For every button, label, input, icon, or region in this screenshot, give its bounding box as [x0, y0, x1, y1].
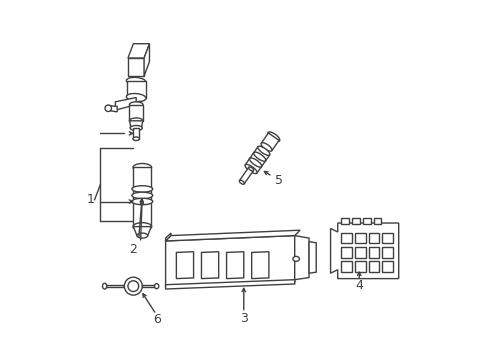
Polygon shape — [373, 218, 381, 224]
Polygon shape — [239, 167, 253, 184]
Polygon shape — [382, 261, 392, 272]
Polygon shape — [108, 105, 117, 112]
Ellipse shape — [130, 126, 142, 131]
Polygon shape — [354, 247, 365, 258]
Polygon shape — [251, 252, 268, 279]
Polygon shape — [244, 158, 261, 173]
Polygon shape — [368, 261, 379, 272]
Ellipse shape — [154, 284, 159, 289]
Polygon shape — [129, 105, 142, 121]
Polygon shape — [133, 128, 139, 139]
Polygon shape — [354, 261, 365, 272]
Ellipse shape — [102, 283, 106, 289]
Polygon shape — [104, 285, 124, 287]
Ellipse shape — [133, 163, 151, 171]
Text: 4: 4 — [355, 279, 363, 292]
Polygon shape — [382, 233, 392, 243]
Ellipse shape — [129, 118, 142, 124]
Ellipse shape — [137, 233, 147, 238]
Ellipse shape — [253, 152, 265, 161]
Text: 5: 5 — [274, 174, 282, 186]
Polygon shape — [261, 133, 279, 150]
Polygon shape — [382, 247, 392, 258]
Polygon shape — [368, 233, 379, 243]
Polygon shape — [165, 233, 171, 241]
Polygon shape — [330, 223, 398, 279]
Ellipse shape — [248, 167, 253, 171]
Polygon shape — [226, 252, 244, 279]
Ellipse shape — [132, 198, 152, 205]
Ellipse shape — [105, 105, 111, 112]
Polygon shape — [249, 153, 265, 167]
Polygon shape — [368, 247, 379, 258]
Polygon shape — [126, 81, 145, 98]
Polygon shape — [128, 58, 144, 76]
Polygon shape — [115, 98, 136, 110]
Polygon shape — [128, 44, 149, 58]
Text: 3: 3 — [240, 311, 248, 325]
Polygon shape — [142, 285, 156, 287]
Ellipse shape — [253, 153, 265, 162]
Text: 2: 2 — [129, 243, 137, 256]
Ellipse shape — [249, 158, 261, 167]
Polygon shape — [362, 218, 370, 224]
Ellipse shape — [133, 137, 139, 140]
Polygon shape — [165, 230, 300, 241]
Ellipse shape — [257, 146, 269, 156]
Polygon shape — [253, 147, 269, 161]
Polygon shape — [176, 252, 193, 279]
Polygon shape — [129, 121, 142, 128]
Ellipse shape — [133, 223, 151, 230]
Polygon shape — [133, 167, 151, 226]
Text: 1: 1 — [86, 193, 94, 206]
Ellipse shape — [128, 281, 139, 292]
Polygon shape — [308, 242, 316, 273]
Polygon shape — [165, 235, 294, 288]
Ellipse shape — [124, 277, 142, 295]
Ellipse shape — [249, 158, 261, 168]
Polygon shape — [201, 252, 218, 279]
Ellipse shape — [132, 186, 152, 192]
Ellipse shape — [132, 192, 152, 199]
Polygon shape — [341, 261, 351, 272]
Ellipse shape — [292, 256, 299, 261]
Ellipse shape — [129, 102, 142, 108]
Polygon shape — [351, 218, 359, 224]
Polygon shape — [133, 226, 151, 235]
Ellipse shape — [126, 77, 146, 85]
Ellipse shape — [244, 165, 257, 174]
Ellipse shape — [239, 180, 244, 184]
Polygon shape — [165, 280, 294, 289]
Polygon shape — [341, 233, 351, 243]
Polygon shape — [354, 233, 365, 243]
Text: 6: 6 — [152, 313, 160, 327]
Ellipse shape — [261, 143, 271, 151]
Ellipse shape — [126, 94, 146, 102]
Ellipse shape — [267, 132, 279, 141]
Polygon shape — [144, 44, 149, 76]
Polygon shape — [341, 218, 348, 224]
Polygon shape — [341, 247, 351, 258]
Polygon shape — [294, 235, 308, 280]
